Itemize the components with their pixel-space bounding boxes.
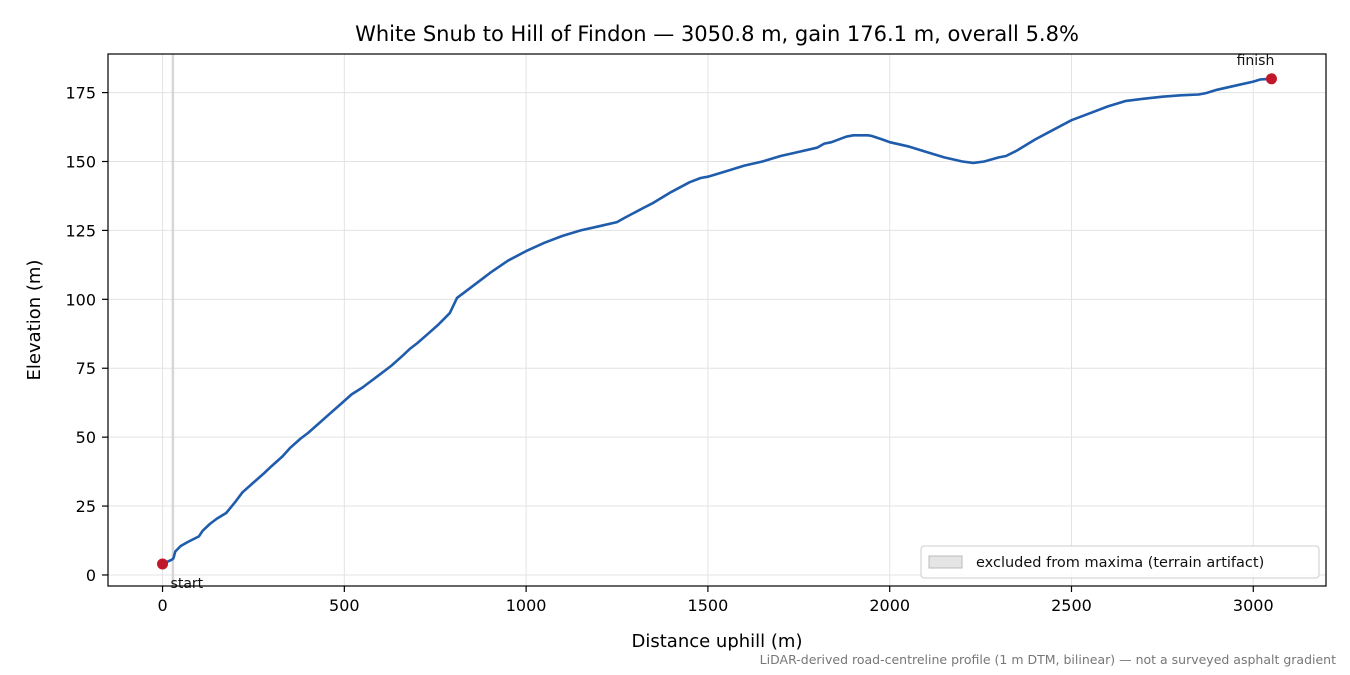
- start-annotation: start: [171, 576, 204, 592]
- finish-annotation: finish: [1237, 53, 1275, 69]
- y-tick-label: 125: [65, 221, 96, 240]
- endpoint-markers: start finish: [157, 53, 1277, 592]
- x-tick-label: 1000: [506, 596, 547, 615]
- x-axis-ticks: 0 500 1000 1500 2000 2500 3000: [157, 586, 1274, 615]
- y-tick-label: 75: [76, 359, 96, 378]
- y-tick-label: 100: [65, 290, 96, 309]
- finish-marker: [1265, 73, 1277, 85]
- x-axis-title: Distance uphill (m): [632, 631, 803, 652]
- y-axis-title: Elevation (m): [24, 260, 45, 381]
- y-tick-label: 0: [86, 566, 96, 585]
- plot-frame: [107, 53, 1327, 587]
- y-tick-label: 150: [65, 153, 96, 172]
- x-tick-label: 0: [157, 596, 167, 615]
- excluded-region: [171, 54, 175, 586]
- x-tick-label: 1500: [688, 596, 729, 615]
- grid-lines: [108, 54, 1326, 586]
- x-tick-label: 3000: [1233, 596, 1274, 615]
- footnote: LiDAR-derived road-centreline profile (1…: [760, 652, 1336, 667]
- y-axis-ticks: 0 25 50 75 100 125 150 175: [65, 84, 108, 585]
- y-tick-label: 25: [76, 497, 96, 516]
- excluded-band: [171, 54, 175, 586]
- chart-title: White Snub to Hill of Findon — 3050.8 m,…: [355, 22, 1079, 46]
- legend-box: [920, 545, 1320, 579]
- legend-label: excluded from maxima (terrain artifact): [976, 555, 1264, 571]
- legend: excluded from maxima (terrain artifact): [920, 545, 1320, 579]
- y-tick-label: 50: [76, 428, 96, 447]
- elevation-line: [161, 77, 1273, 566]
- x-tick-label: 2500: [1051, 596, 1092, 615]
- legend-swatch: [928, 555, 963, 569]
- start-marker: [157, 558, 169, 570]
- series-lines: [161, 77, 1273, 566]
- x-tick-label: 2000: [869, 596, 910, 615]
- x-tick-label: 500: [329, 596, 360, 615]
- y-tick-label: 175: [65, 84, 96, 103]
